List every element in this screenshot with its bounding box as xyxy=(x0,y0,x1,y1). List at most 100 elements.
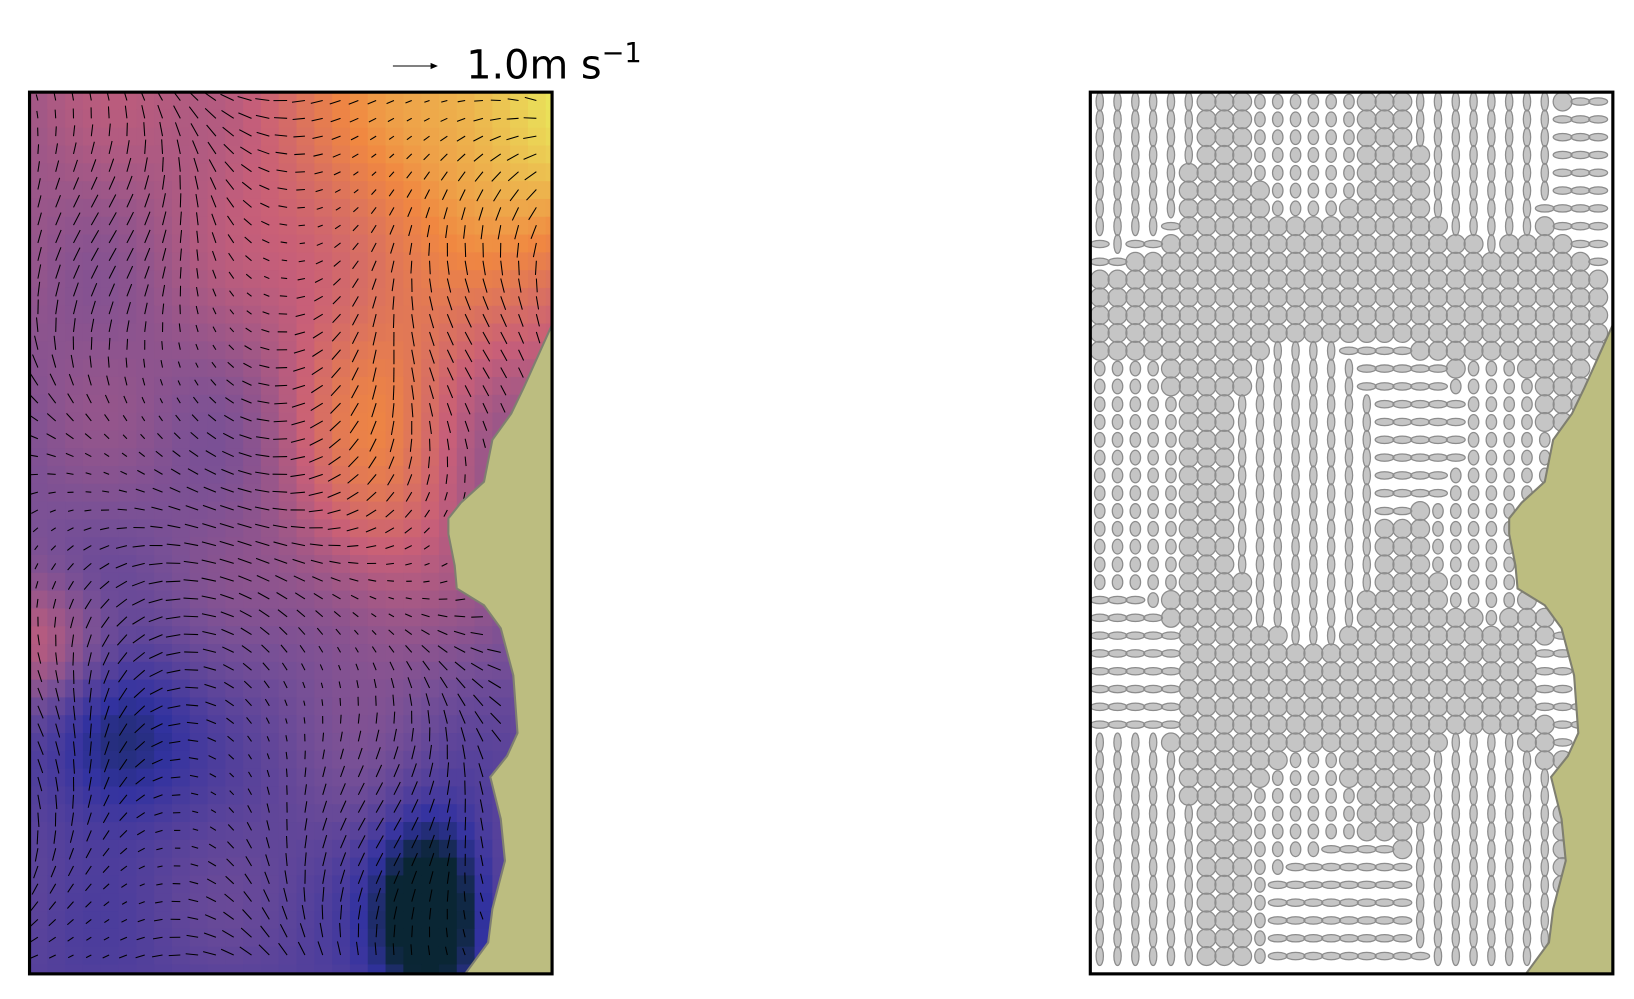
velocity-arrow xyxy=(158,415,163,422)
heatmap-cell xyxy=(118,394,137,414)
heatmap-cell xyxy=(367,590,387,609)
velocity-arrow xyxy=(278,205,288,208)
uncertainty-ellipse xyxy=(1113,803,1122,824)
velocity-arrow xyxy=(162,247,167,261)
uncertainty-ellipse xyxy=(1356,589,1377,611)
velocity-arrow xyxy=(445,474,448,484)
heatmap-cell xyxy=(474,697,493,716)
velocity-arrow xyxy=(406,474,413,486)
heatmap-cell xyxy=(100,786,120,805)
heatmap-cell xyxy=(118,911,137,930)
uncertainty-ellipse xyxy=(1178,643,1199,664)
heatmap-cell xyxy=(260,198,280,218)
uncertainty-ellipse xyxy=(1552,684,1573,694)
uncertainty-ellipse xyxy=(1196,928,1217,949)
uncertainty-ellipse xyxy=(1196,251,1217,272)
uncertainty-ellipse xyxy=(1237,465,1247,486)
uncertainty-ellipse xyxy=(1356,821,1377,842)
heatmap-cell xyxy=(367,661,387,681)
heatmap-cell xyxy=(332,448,351,467)
heatmap-cell xyxy=(421,733,440,752)
uncertainty-ellipse xyxy=(1534,204,1555,213)
velocity-arrow xyxy=(242,199,252,208)
velocity-arrow xyxy=(55,229,62,244)
uncertainty-ellipse xyxy=(1362,447,1372,468)
velocity-arrow xyxy=(126,229,135,244)
velocity-arrow xyxy=(67,936,74,942)
velocity-arrow xyxy=(429,314,435,329)
velocity-arrow xyxy=(116,634,128,646)
heatmap-cell xyxy=(314,234,333,253)
heatmap-cell xyxy=(456,893,476,912)
velocity-arrow xyxy=(479,911,484,920)
uncertainty-ellipse xyxy=(1196,376,1217,397)
uncertainty-ellipse xyxy=(1487,198,1496,219)
velocity-arrow xyxy=(298,627,306,635)
heatmap-cell xyxy=(82,839,102,859)
uncertainty-ellipse xyxy=(1148,857,1158,878)
heatmap-cell xyxy=(118,555,137,574)
velocity-arrow xyxy=(136,829,145,836)
heatmap-cell xyxy=(207,359,226,378)
heatmap-cell xyxy=(225,448,244,467)
velocity-arrow xyxy=(104,741,110,756)
uncertainty-ellipse xyxy=(1214,483,1235,504)
uncertainty-ellipse xyxy=(1427,643,1449,664)
heatmap-cell xyxy=(438,750,458,770)
heatmap-cell xyxy=(314,768,333,787)
heatmap-cell xyxy=(154,198,173,218)
heatmap-cell xyxy=(243,323,262,342)
velocity-arrow xyxy=(152,487,163,493)
heatmap-cell xyxy=(332,305,351,325)
heatmap-cell xyxy=(207,305,226,325)
uncertainty-ellipse xyxy=(1237,411,1247,433)
heatmap-cell xyxy=(260,590,280,609)
heatmap-cell xyxy=(225,501,244,520)
velocity-arrow xyxy=(48,901,57,911)
velocity-arrow xyxy=(516,242,520,258)
uncertainty-ellipse xyxy=(1392,750,1413,771)
velocity-arrow xyxy=(226,197,235,208)
velocity-arrow xyxy=(187,739,199,742)
heatmap-cell xyxy=(171,537,191,556)
uncertainty-ellipse xyxy=(1255,572,1265,593)
heatmap-cell xyxy=(260,626,280,645)
heatmap-cell xyxy=(474,768,493,787)
uncertainty-ellipse xyxy=(1214,394,1235,415)
heatmap-cell xyxy=(438,181,458,200)
heatmap-cell xyxy=(332,750,351,770)
heatmap-cell xyxy=(403,376,422,396)
uncertainty-ellipse xyxy=(1521,431,1533,448)
heatmap-cell xyxy=(171,715,191,734)
uncertainty-ellipse xyxy=(1445,714,1466,735)
heatmap-cell xyxy=(349,661,369,681)
velocity-arrow xyxy=(238,452,252,458)
uncertainty-ellipse xyxy=(1196,910,1217,931)
uncertainty-ellipse xyxy=(1143,720,1164,729)
uncertainty-ellipse xyxy=(1214,625,1235,646)
uncertainty-ellipse xyxy=(1289,129,1302,146)
heatmap-cell xyxy=(100,697,120,716)
velocity-arrow xyxy=(36,317,39,333)
uncertainty-ellipse xyxy=(1433,946,1443,967)
velocity-arrow xyxy=(126,301,131,315)
velocity-arrow xyxy=(514,225,520,240)
velocity-arrow xyxy=(107,356,110,368)
velocity-arrow xyxy=(103,759,110,773)
velocity-arrow xyxy=(266,820,270,831)
heatmap-cell xyxy=(29,964,48,974)
velocity-arrow xyxy=(86,393,92,404)
heatmap-cell xyxy=(545,92,553,111)
velocity-arrow xyxy=(463,492,466,500)
uncertainty-ellipse xyxy=(1196,233,1217,255)
uncertainty-ellipse xyxy=(1309,607,1318,628)
velocity-arrow xyxy=(322,732,325,742)
velocity-arrow xyxy=(223,414,234,422)
velocity-arrow xyxy=(461,207,466,221)
velocity-arrow xyxy=(225,699,235,707)
heatmap-cell xyxy=(225,928,244,948)
velocity-arrow xyxy=(301,663,306,671)
uncertainty-ellipse xyxy=(1214,803,1235,824)
velocity-arrow xyxy=(274,134,288,137)
uncertainty-ellipse xyxy=(1588,221,1609,231)
